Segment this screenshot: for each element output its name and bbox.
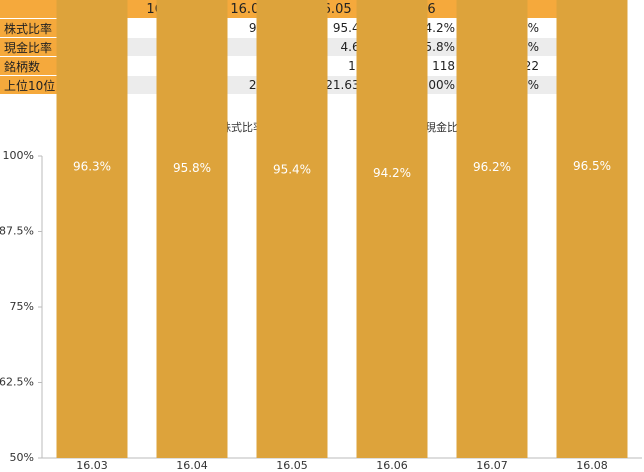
data-label: 95.4% (273, 162, 311, 176)
data-label: 94.2% (373, 166, 411, 180)
bar-segment (56, 0, 128, 458)
x-tick-label: 16.06 (376, 459, 408, 472)
y-tick-label: 100% (3, 149, 34, 162)
x-tick-label: 16.03 (76, 459, 108, 472)
legend-label: 株式比率 (220, 120, 264, 134)
y-tick-label: 62.5% (0, 376, 34, 389)
x-tick-label: 16.08 (576, 459, 608, 472)
x-tick-label: 16.07 (476, 459, 508, 472)
y-tick-label: 50% (10, 451, 34, 464)
y-tick-label: 75% (10, 300, 34, 313)
bar-segment (556, 0, 628, 458)
x-tick-label: 16.05 (276, 459, 308, 472)
y-tick-label: 87.5% (0, 225, 34, 238)
data-label: 95.8% (173, 161, 211, 175)
x-tick-label: 16.04 (176, 459, 208, 472)
data-label: 96.2% (473, 160, 511, 174)
data-label: 96.5% (573, 159, 611, 173)
bar-segment (456, 0, 528, 458)
bar-segment (356, 0, 428, 459)
bar-segment (156, 0, 228, 459)
bar-segment (256, 0, 328, 458)
data-label: 96.3% (73, 160, 111, 174)
